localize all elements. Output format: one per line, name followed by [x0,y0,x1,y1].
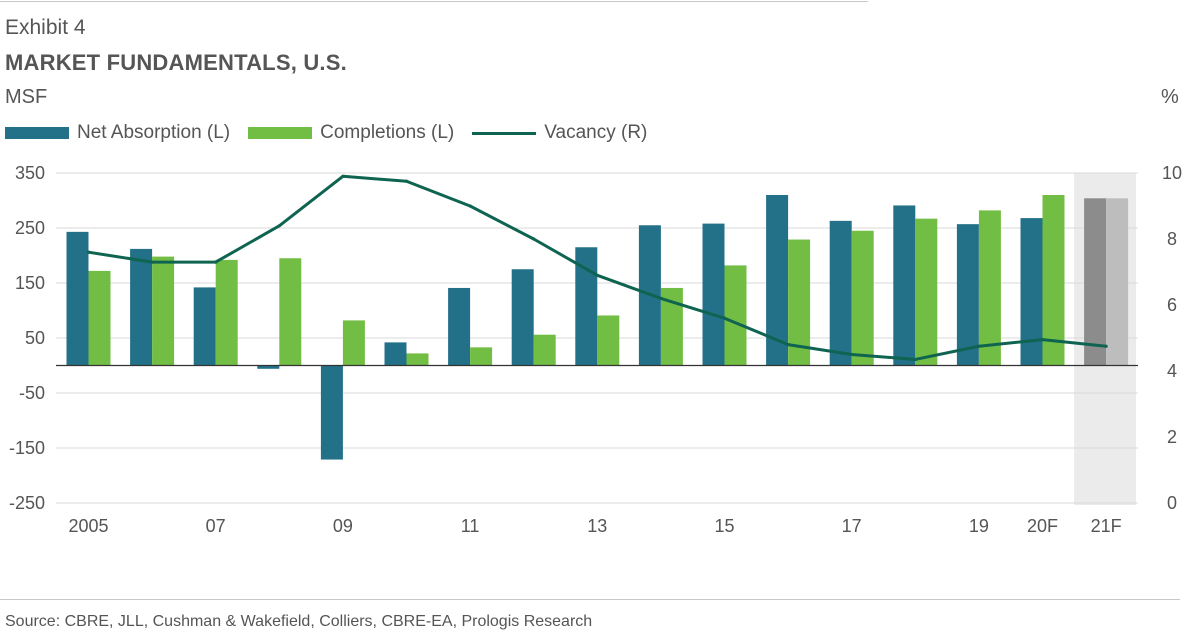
bar-completions [279,258,302,366]
bar-net-absorption [1020,218,1043,366]
legend-swatch-vacancy [472,131,537,135]
y-right-tick-label: 6 [1167,295,1177,315]
bar-completions [88,270,111,366]
y-left-tick-label: 350 [15,163,45,183]
chart-plot: 350 250 150 50 -50 -150 -250 10 8 6 4 2 0 2005 07 09 11 1… [9,163,1182,536]
legend-label-net-absorption: Net Absorption (L) [77,122,231,143]
y-right-tick-label: 2 [1167,427,1177,447]
legend-item-net-absorption: Net Absorption (L) [5,122,230,144]
vacancy-point [277,224,281,228]
vacancy-point [214,260,218,264]
y-left-tick-label: -250 [9,493,45,513]
bar-completions [470,347,493,366]
x-tick-label: 11 [461,516,480,536]
top-rule [0,1,868,2]
right-axis-unit: % [1161,86,1179,108]
x-tick-label: 20F [1027,516,1058,536]
legend-item-completions: Completions (L) [248,122,454,144]
vacancy-point [341,174,345,178]
legend-label-completions: Completions (L) [320,122,455,143]
bar-completions [406,353,429,366]
y-left-tick-label: 250 [15,218,45,238]
bar-completions [152,256,175,366]
vacancy-point [1104,344,1108,348]
vacancy-point [850,352,854,357]
bar-completions [1106,198,1129,366]
bar-net-absorption [448,287,471,366]
source-note: Source: CBRE, JLL, Cushman & Wakefield, … [5,613,593,630]
bar-net-absorption [829,220,852,366]
bar-completions [660,287,683,366]
legend-label-vacancy: Vacancy (R) [544,122,648,143]
vacancy-point [1040,338,1045,342]
bar-net-absorption [130,248,153,366]
bar-completions [978,210,1001,366]
bar-net-absorption [766,195,789,366]
bottom-rule [0,599,1180,600]
legend: Net Absorption (L) Completions (L) Vacan… [5,120,665,146]
bar-completions [533,334,556,366]
bar-completions [342,320,365,366]
bar-completions [851,230,874,366]
x-tick-label: 07 [206,516,226,536]
bar-net-absorption [384,342,407,366]
legend-swatch-completions [248,127,313,139]
x-tick-label: 15 [714,516,734,536]
x-tick-label: 09 [333,516,353,536]
y-left-tick-label: 50 [25,328,45,348]
vacancy-point [722,316,727,320]
bar-net-absorption [956,224,979,366]
bar-completions [215,259,238,366]
bar-completions [724,265,747,366]
bar-net-absorption [66,231,89,366]
vacancy-point [86,250,91,254]
bar-completions [1042,195,1065,366]
bar-net-absorption [257,365,280,369]
vacancy-point [532,237,536,241]
vacancy-point [659,296,663,300]
bar-net-absorption [193,287,216,366]
y-right-tick-label: 4 [1167,361,1177,381]
y-left-tick-label: -150 [9,438,45,458]
x-tick-label: 21F [1091,516,1122,536]
x-tick-label: 17 [842,516,862,536]
y-right-tick-label: 0 [1167,493,1177,513]
x-tick-label: 19 [969,516,989,536]
y-left-tick-label: -50 [19,383,45,403]
legend-item-vacancy: Vacancy (R) [472,122,647,144]
y-left-tick-label: 150 [15,273,45,293]
vacancy-point [150,260,154,264]
bar-completions [597,315,620,366]
bar-net-absorption [320,365,343,460]
bar-net-absorption [511,269,534,366]
vacancy-point [404,179,409,183]
vacancy-point [468,204,472,208]
x-tick-label: 2005 [68,516,108,536]
vacancy-point [786,343,790,347]
y-right-tick-label: 8 [1167,229,1177,249]
bar-net-absorption [893,205,916,366]
bar-completions [915,218,938,366]
y-right-tick-label: 10 [1162,163,1182,183]
vacancy-point [595,273,599,277]
chart-title: MARKET FUNDAMENTALS, U.S. [5,50,347,75]
bar-net-absorption [575,247,598,366]
left-axis-unit: MSF [5,86,48,108]
bar-completions [788,239,811,366]
vacancy-point [913,357,917,362]
bar-net-absorption [1084,198,1107,366]
exhibit-label: Exhibit 4 [5,16,86,39]
bar-net-absorption [702,223,725,366]
legend-swatch-net-absorption [5,127,69,139]
x-tick-label: 13 [587,516,607,536]
vacancy-point [977,344,981,348]
